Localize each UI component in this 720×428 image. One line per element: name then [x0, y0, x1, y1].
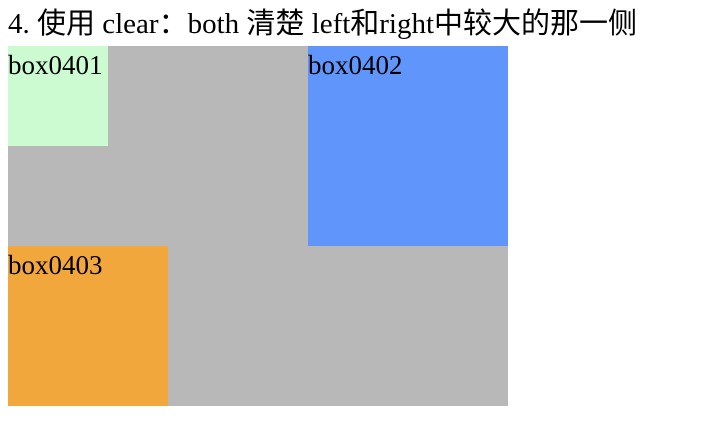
- box-0403-label: box0403: [8, 250, 103, 280]
- box-0402-label: box0402: [308, 50, 403, 80]
- box-0401: box0401: [8, 46, 108, 146]
- box-0402: box0402: [308, 46, 508, 246]
- page-title: 4. 使用 clear：both 清楚 left和right中较大的那一侧: [8, 8, 638, 40]
- float-container: box0401 box0402 box0403: [8, 46, 508, 406]
- box-0401-label: box0401: [8, 50, 103, 80]
- box-0403: box0403: [8, 246, 168, 406]
